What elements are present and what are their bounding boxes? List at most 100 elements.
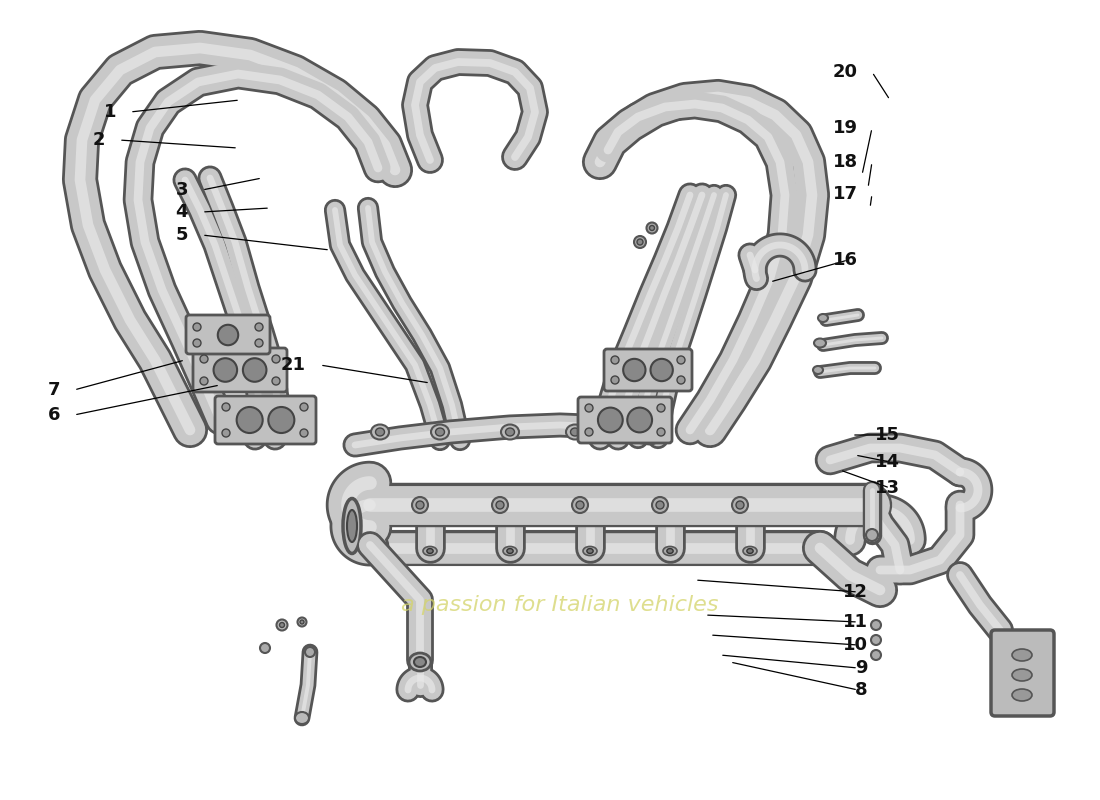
Circle shape — [610, 376, 619, 384]
Ellipse shape — [1012, 669, 1032, 681]
Ellipse shape — [650, 359, 673, 381]
Ellipse shape — [732, 497, 748, 513]
Circle shape — [657, 428, 665, 436]
Ellipse shape — [871, 620, 881, 630]
Ellipse shape — [243, 358, 266, 382]
Circle shape — [676, 376, 685, 384]
Text: 6: 6 — [47, 406, 60, 424]
Ellipse shape — [218, 325, 239, 346]
Circle shape — [300, 429, 308, 437]
Ellipse shape — [663, 546, 676, 555]
Text: 18: 18 — [833, 153, 858, 171]
Ellipse shape — [236, 407, 263, 433]
Ellipse shape — [583, 546, 597, 555]
Ellipse shape — [436, 428, 444, 436]
Ellipse shape — [503, 546, 517, 555]
Text: a passion for Italian vehicles: a passion for Italian vehicles — [402, 595, 718, 615]
Ellipse shape — [276, 619, 287, 630]
Ellipse shape — [571, 428, 580, 436]
Text: 14: 14 — [874, 453, 900, 471]
Ellipse shape — [295, 712, 309, 724]
Ellipse shape — [500, 425, 519, 439]
Ellipse shape — [343, 498, 361, 554]
Circle shape — [222, 403, 230, 411]
Ellipse shape — [747, 549, 754, 554]
Circle shape — [200, 377, 208, 385]
Text: 17: 17 — [833, 185, 858, 203]
Ellipse shape — [506, 428, 515, 436]
Ellipse shape — [634, 236, 646, 248]
Ellipse shape — [587, 549, 593, 554]
Text: 9: 9 — [856, 659, 868, 677]
Ellipse shape — [300, 620, 304, 624]
Ellipse shape — [871, 635, 881, 645]
Circle shape — [272, 377, 280, 385]
Circle shape — [200, 355, 208, 363]
Circle shape — [585, 428, 593, 436]
Ellipse shape — [409, 653, 431, 671]
Ellipse shape — [492, 497, 508, 513]
Ellipse shape — [656, 501, 664, 509]
Ellipse shape — [627, 408, 652, 432]
Text: 8: 8 — [856, 681, 868, 699]
Ellipse shape — [647, 222, 658, 234]
Ellipse shape — [621, 425, 639, 439]
Ellipse shape — [297, 618, 307, 626]
Ellipse shape — [305, 647, 315, 657]
Ellipse shape — [742, 546, 757, 555]
Ellipse shape — [414, 657, 426, 667]
Text: 10: 10 — [843, 636, 868, 654]
Text: 21: 21 — [280, 356, 306, 374]
Ellipse shape — [626, 428, 635, 436]
Ellipse shape — [346, 510, 358, 542]
FancyBboxPatch shape — [214, 396, 316, 444]
Circle shape — [585, 404, 593, 412]
Text: 15: 15 — [874, 426, 900, 444]
Ellipse shape — [814, 338, 826, 347]
Circle shape — [222, 429, 230, 437]
Circle shape — [192, 339, 201, 347]
Ellipse shape — [431, 425, 449, 439]
Ellipse shape — [1012, 649, 1032, 661]
Ellipse shape — [624, 359, 646, 381]
Text: 7: 7 — [47, 381, 60, 399]
Ellipse shape — [268, 407, 295, 433]
Ellipse shape — [427, 549, 433, 554]
Text: 11: 11 — [843, 613, 868, 631]
Text: 2: 2 — [92, 131, 104, 149]
Circle shape — [676, 356, 685, 364]
Circle shape — [192, 323, 201, 331]
FancyBboxPatch shape — [578, 397, 672, 443]
Ellipse shape — [667, 549, 673, 554]
Ellipse shape — [416, 501, 424, 509]
FancyBboxPatch shape — [186, 315, 270, 354]
Ellipse shape — [260, 643, 270, 653]
Ellipse shape — [412, 497, 428, 513]
Text: 16: 16 — [833, 251, 858, 269]
Ellipse shape — [507, 549, 513, 554]
Ellipse shape — [375, 428, 385, 436]
Text: 3: 3 — [176, 181, 188, 199]
Text: 4: 4 — [176, 203, 188, 221]
Ellipse shape — [598, 408, 623, 432]
Circle shape — [657, 404, 665, 412]
Ellipse shape — [637, 239, 644, 245]
Ellipse shape — [424, 546, 437, 555]
FancyBboxPatch shape — [192, 348, 287, 392]
Text: 1: 1 — [103, 103, 116, 121]
Ellipse shape — [736, 501, 744, 509]
Ellipse shape — [576, 501, 584, 509]
Ellipse shape — [818, 314, 828, 322]
Circle shape — [255, 323, 263, 331]
Circle shape — [272, 355, 280, 363]
Circle shape — [255, 339, 263, 347]
Text: 5: 5 — [176, 226, 188, 244]
Ellipse shape — [572, 497, 588, 513]
Circle shape — [300, 403, 308, 411]
Ellipse shape — [496, 501, 504, 509]
FancyBboxPatch shape — [604, 349, 692, 391]
Text: 20: 20 — [833, 63, 858, 81]
Ellipse shape — [279, 622, 285, 627]
Ellipse shape — [813, 366, 823, 374]
Ellipse shape — [871, 650, 881, 660]
